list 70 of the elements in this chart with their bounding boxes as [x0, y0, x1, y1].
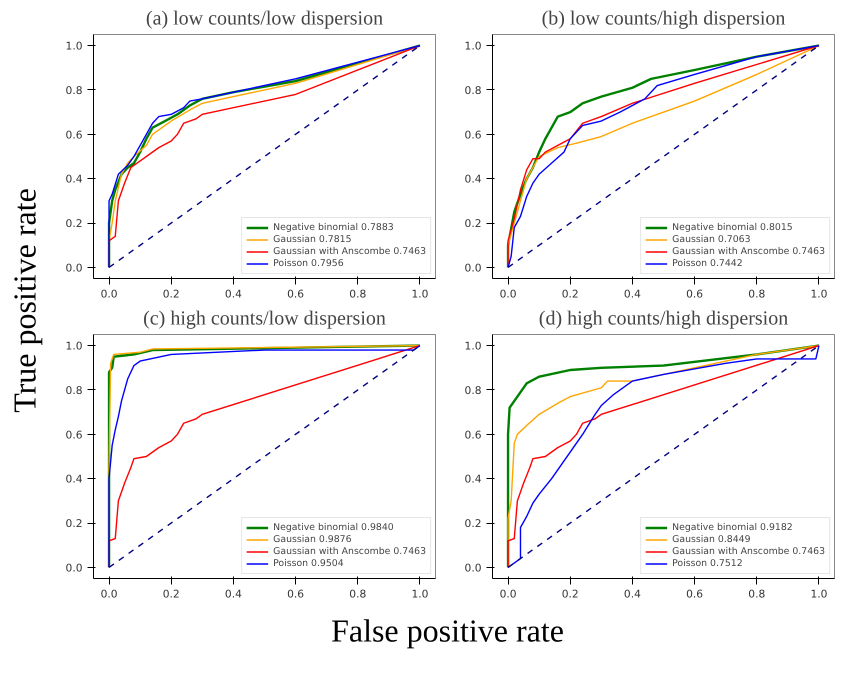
chart-title: (d) high counts/high dispersion — [538, 308, 788, 330]
y-tick-label: 0.8 — [66, 84, 83, 97]
y-tick-label: 0.8 — [464, 384, 482, 397]
x-tick-label: 0.0 — [100, 288, 118, 300]
x-tick-label: 0.8 — [349, 288, 366, 300]
chart-title: (b) low counts/high dispersion — [542, 8, 786, 30]
x-tick-label: 0.8 — [349, 588, 366, 600]
x-tick-label: 0.6 — [686, 588, 704, 600]
y-tick-label: 1.0 — [66, 340, 83, 353]
x-tick-label: 0.8 — [748, 288, 766, 300]
y-tick-label: 1.0 — [66, 40, 83, 53]
x-tick-label: 0.4 — [624, 588, 642, 600]
x-tick-label: 0.2 — [162, 588, 180, 600]
y-tick-label: 0.6 — [66, 428, 83, 442]
legend-label: Gaussian 0.9876 — [273, 534, 352, 545]
x-tick-label: 0.6 — [287, 588, 304, 600]
x-tick-label: 0.4 — [224, 588, 242, 600]
legend-label: Gaussian with Anscombe 0.7463 — [672, 246, 825, 257]
legend-label: Gaussian with Anscombe 0.7463 — [273, 546, 426, 557]
y-axis-title: True positive rate — [6, 188, 42, 413]
chart-title: (c) high counts/low dispersion — [143, 308, 386, 330]
legend-label: Negative binomial 0.9182 — [672, 522, 793, 533]
x-tick-label: 0.4 — [624, 288, 642, 300]
x-tick-label: 0.0 — [100, 588, 118, 600]
legend-label: Gaussian 0.8449 — [672, 534, 751, 545]
x-tick-label: 1.0 — [810, 588, 828, 600]
y-tick-label: 0.0 — [464, 261, 482, 274]
y-tick-label: 0.0 — [66, 261, 83, 274]
x-tick-label: 0.0 — [500, 588, 517, 600]
chart-title: (a) low counts/low dispersion — [146, 8, 384, 30]
y-tick-label: 0.8 — [464, 84, 482, 97]
x-tick-label: 0.6 — [287, 288, 304, 300]
x-tick-label: 0.0 — [500, 288, 517, 300]
legend-label: Poisson 0.9504 — [273, 558, 344, 569]
x-tick-label: 0.8 — [748, 588, 766, 600]
y-tick-label: 0.0 — [464, 561, 482, 574]
x-tick-label: 0.2 — [162, 288, 180, 300]
legend-label: Gaussian with Anscombe 0.7463 — [273, 246, 426, 257]
y-tick-label: 0.2 — [464, 217, 482, 230]
y-tick-label: 0.4 — [464, 172, 482, 186]
y-tick-label: 0.4 — [66, 472, 83, 486]
y-tick-label: 0.4 — [66, 172, 83, 186]
x-tick-label: 0.6 — [686, 288, 704, 300]
x-tick-label: 0.2 — [562, 288, 579, 300]
y-tick-label: 0.6 — [464, 128, 482, 142]
y-tick-label: 0.0 — [66, 561, 83, 574]
y-tick-label: 1.0 — [464, 340, 482, 353]
x-tick-label: 1.0 — [810, 288, 828, 300]
legend-label: Negative binomial 0.9840 — [273, 522, 394, 533]
y-tick-label: 0.2 — [66, 217, 83, 230]
legend-label: Negative binomial 0.8015 — [672, 222, 793, 233]
y-tick-label: 0.6 — [66, 128, 83, 142]
y-tick-label: 0.6 — [464, 428, 482, 442]
x-axis-title: False positive rate — [331, 612, 564, 648]
y-tick-label: 0.2 — [66, 517, 83, 530]
y-tick-label: 0.8 — [66, 384, 83, 397]
x-tick-label: 1.0 — [411, 288, 429, 300]
legend-label: Gaussian 0.7063 — [672, 234, 751, 245]
x-tick-label: 1.0 — [411, 588, 429, 600]
legend-label: Negative binomial 0.7883 — [273, 222, 394, 233]
y-tick-label: 0.4 — [464, 472, 482, 486]
legend-label: Gaussian with Anscombe 0.7463 — [672, 546, 825, 557]
legend-label: Poisson 0.7512 — [672, 558, 743, 569]
x-tick-label: 0.4 — [224, 288, 242, 300]
x-tick-label: 0.2 — [562, 588, 579, 600]
y-tick-label: 1.0 — [464, 40, 482, 53]
legend-label: Poisson 0.7442 — [672, 258, 743, 269]
y-tick-label: 0.2 — [464, 517, 482, 530]
legend-label: Gaussian 0.7815 — [273, 234, 352, 245]
legend-label: Poisson 0.7956 — [273, 258, 344, 269]
